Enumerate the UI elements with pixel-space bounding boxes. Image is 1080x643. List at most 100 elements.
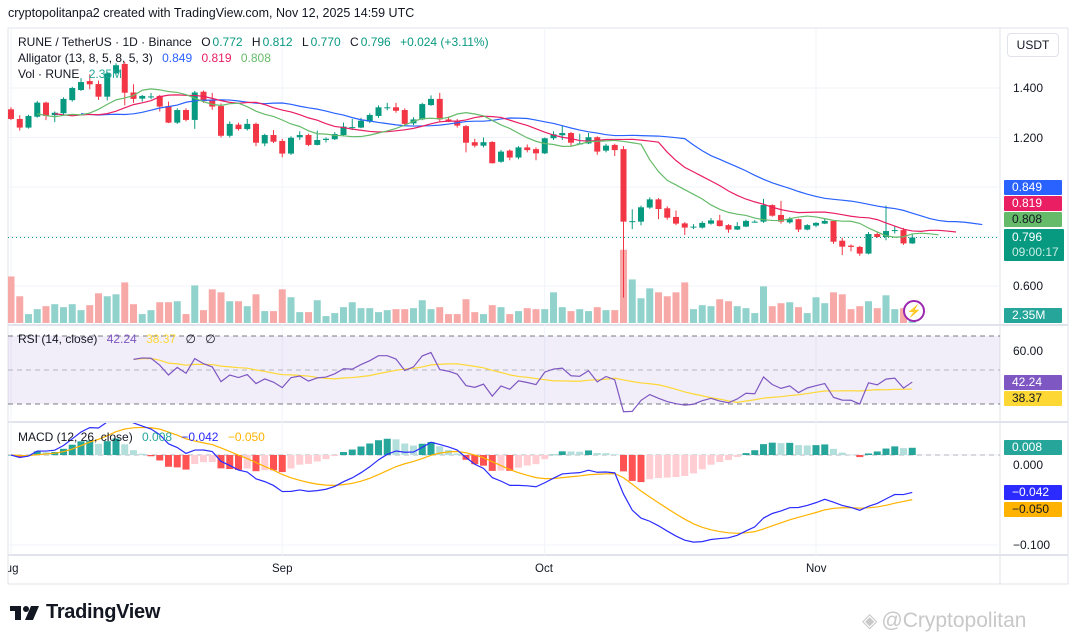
alligator-legend[interactable]: Alligator (13, 8, 5, 8, 5, 3) 0.849 0.81… (18, 50, 273, 66)
high-value: 0.812 (262, 35, 293, 49)
price-tick: 1.400 (1013, 81, 1044, 95)
candle-body (331, 134, 338, 140)
macd-histogram-bar (497, 455, 505, 471)
macd-histogram-bar (733, 455, 741, 458)
macd-histogram-bar (593, 453, 601, 455)
chart-frame (7, 27, 1069, 585)
macd-histogram-bar (480, 455, 487, 466)
symbol-title[interactable]: RUNE / TetherUS · 1D · Binance (18, 35, 192, 49)
volume-legend[interactable]: Vol · RUNE 2.35M (18, 66, 124, 82)
macd-histogram-bar (830, 448, 837, 455)
volume-bar (103, 296, 111, 323)
low-label: L (301, 35, 309, 49)
candle-body (603, 145, 609, 151)
macd-histogram-bar (620, 455, 627, 472)
macd-histogram-bar (602, 453, 610, 455)
tradingview-logo[interactable]: TradingView (10, 601, 160, 624)
volume-bar (95, 293, 102, 323)
candle-body (769, 205, 776, 216)
volume-bar (173, 301, 181, 323)
volume-bar (532, 309, 540, 323)
candle-body (375, 107, 382, 116)
candle-body (191, 92, 198, 120)
candle-body (226, 123, 233, 136)
candle-body (655, 199, 662, 210)
volume-bar (812, 297, 820, 323)
volume-bar (130, 304, 137, 323)
volume-bar (558, 307, 566, 323)
volume-bar (278, 289, 286, 323)
volume-bar (690, 309, 697, 323)
candle-body (856, 246, 863, 254)
low-value: 0.770 (310, 35, 341, 49)
macd-histogram-bar (803, 445, 811, 455)
macd-histogram-bar (418, 443, 426, 455)
candle-body (139, 95, 146, 99)
volume-bar (541, 309, 549, 323)
candle-body (253, 123, 259, 143)
candle-body (821, 220, 828, 224)
candle-body (69, 88, 76, 101)
candle-body (34, 102, 41, 117)
volume-bar (401, 309, 409, 323)
macd-histogram-bar (795, 445, 802, 455)
time-label-oct: Oct (535, 563, 553, 575)
macd-histogram-bar (663, 455, 671, 478)
macd-histogram-bar (681, 455, 689, 476)
macd-histogram-bar (208, 455, 216, 462)
volume-bar (655, 292, 662, 323)
rsi-empty-value-2: ∅ (205, 332, 216, 346)
volume-bar (453, 314, 461, 323)
currency-button[interactable]: USDT (1007, 33, 1059, 57)
volume-bar (602, 310, 610, 323)
volume-bar (471, 312, 479, 323)
candle-body (550, 134, 557, 139)
macd-histogram-bar (112, 438, 120, 455)
volume-bar (523, 308, 531, 323)
macd-histogram-bar (847, 454, 855, 456)
macd-histogram-bar (410, 445, 417, 455)
macd-legend[interactable]: MACD (12, 26, close) 0.008 −0.042 −0.050 (18, 429, 267, 445)
volume-bar (366, 308, 374, 323)
macd-histogram-bar (392, 439, 400, 455)
macd-histogram-bar (261, 455, 269, 471)
volume-bar (716, 299, 724, 323)
macd-histogram-bar (698, 455, 706, 470)
macd-histogram-bar (786, 442, 794, 455)
rsi-legend[interactable]: RSI (14, close) 42.24 38.37 ∅ ∅ (18, 331, 218, 347)
price-tick: 1.200 (1013, 131, 1044, 145)
macd-histogram-bar (191, 455, 199, 464)
candle-body (305, 135, 312, 145)
macd-histogram-bar (305, 455, 312, 464)
candle-body (244, 123, 251, 130)
volume-bar (165, 302, 172, 323)
macd-histogram-bar (95, 443, 102, 455)
volume-bar (628, 279, 636, 323)
time-axis[interactable]: Aug Sep Oct Nov (8, 556, 1000, 584)
alligator-jaw-value: 0.849 (162, 51, 193, 65)
candle-body (471, 142, 478, 146)
macd-histogram-bar (900, 448, 907, 455)
volume-bar (392, 309, 400, 323)
macd-histogram-bar (812, 445, 820, 455)
macd-histogram-bar (436, 446, 444, 455)
candle-body (16, 118, 23, 128)
diamond-icon: ◈ (862, 610, 878, 632)
volume-bar (200, 310, 207, 323)
lightning-icon[interactable]: ⚡ (903, 300, 925, 322)
volume-bar (33, 309, 41, 323)
candle-body (716, 220, 723, 227)
macd-histogram-bar (672, 455, 680, 478)
cryptopolitan-watermark: ◈ @Cryptopolitan (862, 608, 1026, 633)
volume-bar (725, 301, 732, 323)
candle-body (839, 240, 846, 247)
volume-bar (506, 314, 514, 323)
candle-body (279, 140, 286, 154)
macd-histogram-bar (366, 443, 374, 455)
volume-bar (86, 305, 94, 323)
macd-histogram-bar (401, 443, 409, 455)
volume-bar (261, 311, 269, 323)
macd-histogram-bar (270, 455, 277, 471)
